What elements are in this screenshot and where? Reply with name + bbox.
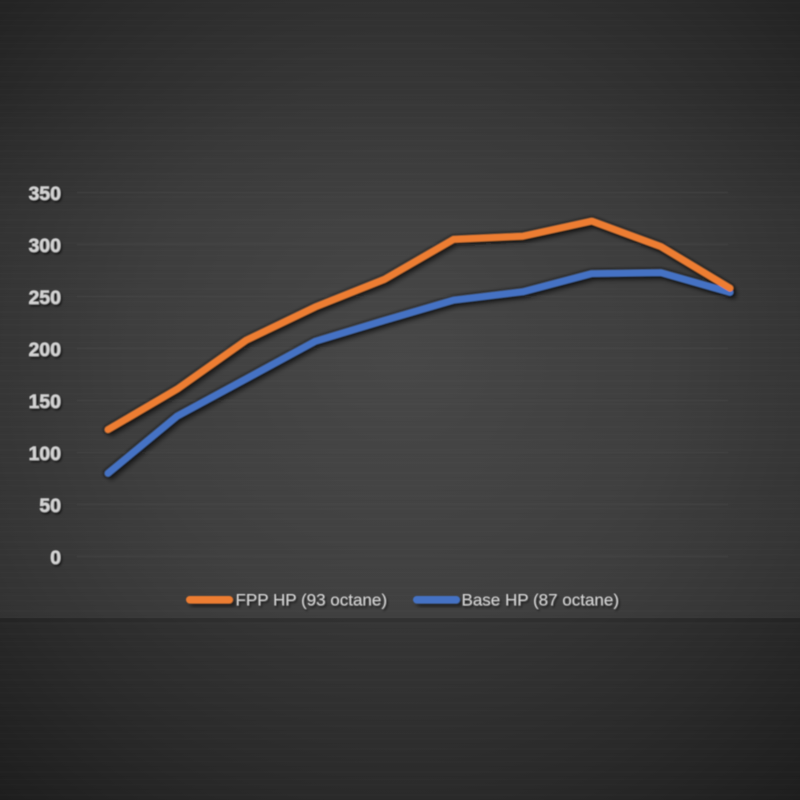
svg-text:Base HP (87 octane): Base HP (87 octane) (462, 591, 620, 610)
svg-text:0: 0 (50, 547, 61, 569)
svg-text:150: 150 (28, 391, 61, 413)
svg-text:300: 300 (28, 235, 61, 257)
svg-text:200: 200 (28, 339, 61, 361)
svg-text:100: 100 (28, 443, 61, 465)
svg-text:250: 250 (28, 287, 61, 309)
svg-text:50: 50 (39, 495, 61, 517)
svg-text:FPP HP (93 octane): FPP HP (93 octane) (236, 591, 388, 610)
svg-text:350: 350 (28, 183, 61, 205)
